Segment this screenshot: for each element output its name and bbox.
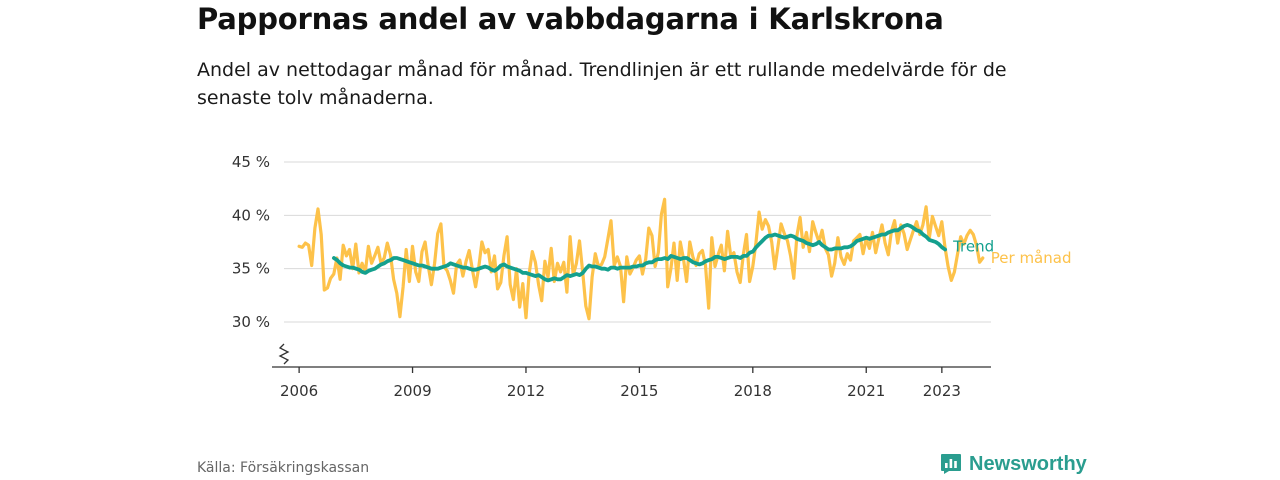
x-tick-label: 2012	[507, 382, 545, 400]
chart-title: Pappornas andel av vabbdagarna i Karlskr…	[197, 2, 944, 36]
series	[297, 197, 985, 321]
gridlines	[284, 161, 991, 323]
newsworthy-logo-icon	[941, 454, 961, 474]
x-tick-label: 2021	[847, 382, 885, 400]
x-tick-label: 2015	[620, 382, 658, 400]
y-tick-label: 35 %	[232, 260, 270, 278]
y-tick-label: 30 %	[232, 313, 270, 331]
axis-break-icon	[278, 343, 290, 365]
y-tick-label: 45 %	[232, 153, 270, 171]
axes: 30 % 35 % 40 % 45 % 2006 2009 2012 2015 2018 2021…	[232, 153, 991, 400]
monthly-series-label: Per månad	[991, 249, 1072, 267]
brand-logo[interactable]: Newsworthy	[940, 450, 1087, 478]
trend-series-line	[331, 222, 947, 283]
trend-series-label: Trend	[952, 237, 994, 255]
x-tick-label: 2006	[280, 382, 318, 400]
x-tick-label: 2009	[393, 382, 431, 400]
brand-name: Newsworthy	[969, 452, 1087, 475]
x-tick-label: 2018	[734, 382, 772, 400]
x-tick-label: 2023	[923, 382, 961, 400]
source-note: Källa: Försäkringskassan	[197, 460, 370, 476]
y-tick-label: 40 %	[232, 206, 270, 224]
chart-subtitle: Andel av nettodagar månad för månad. Tre…	[197, 59, 1007, 109]
